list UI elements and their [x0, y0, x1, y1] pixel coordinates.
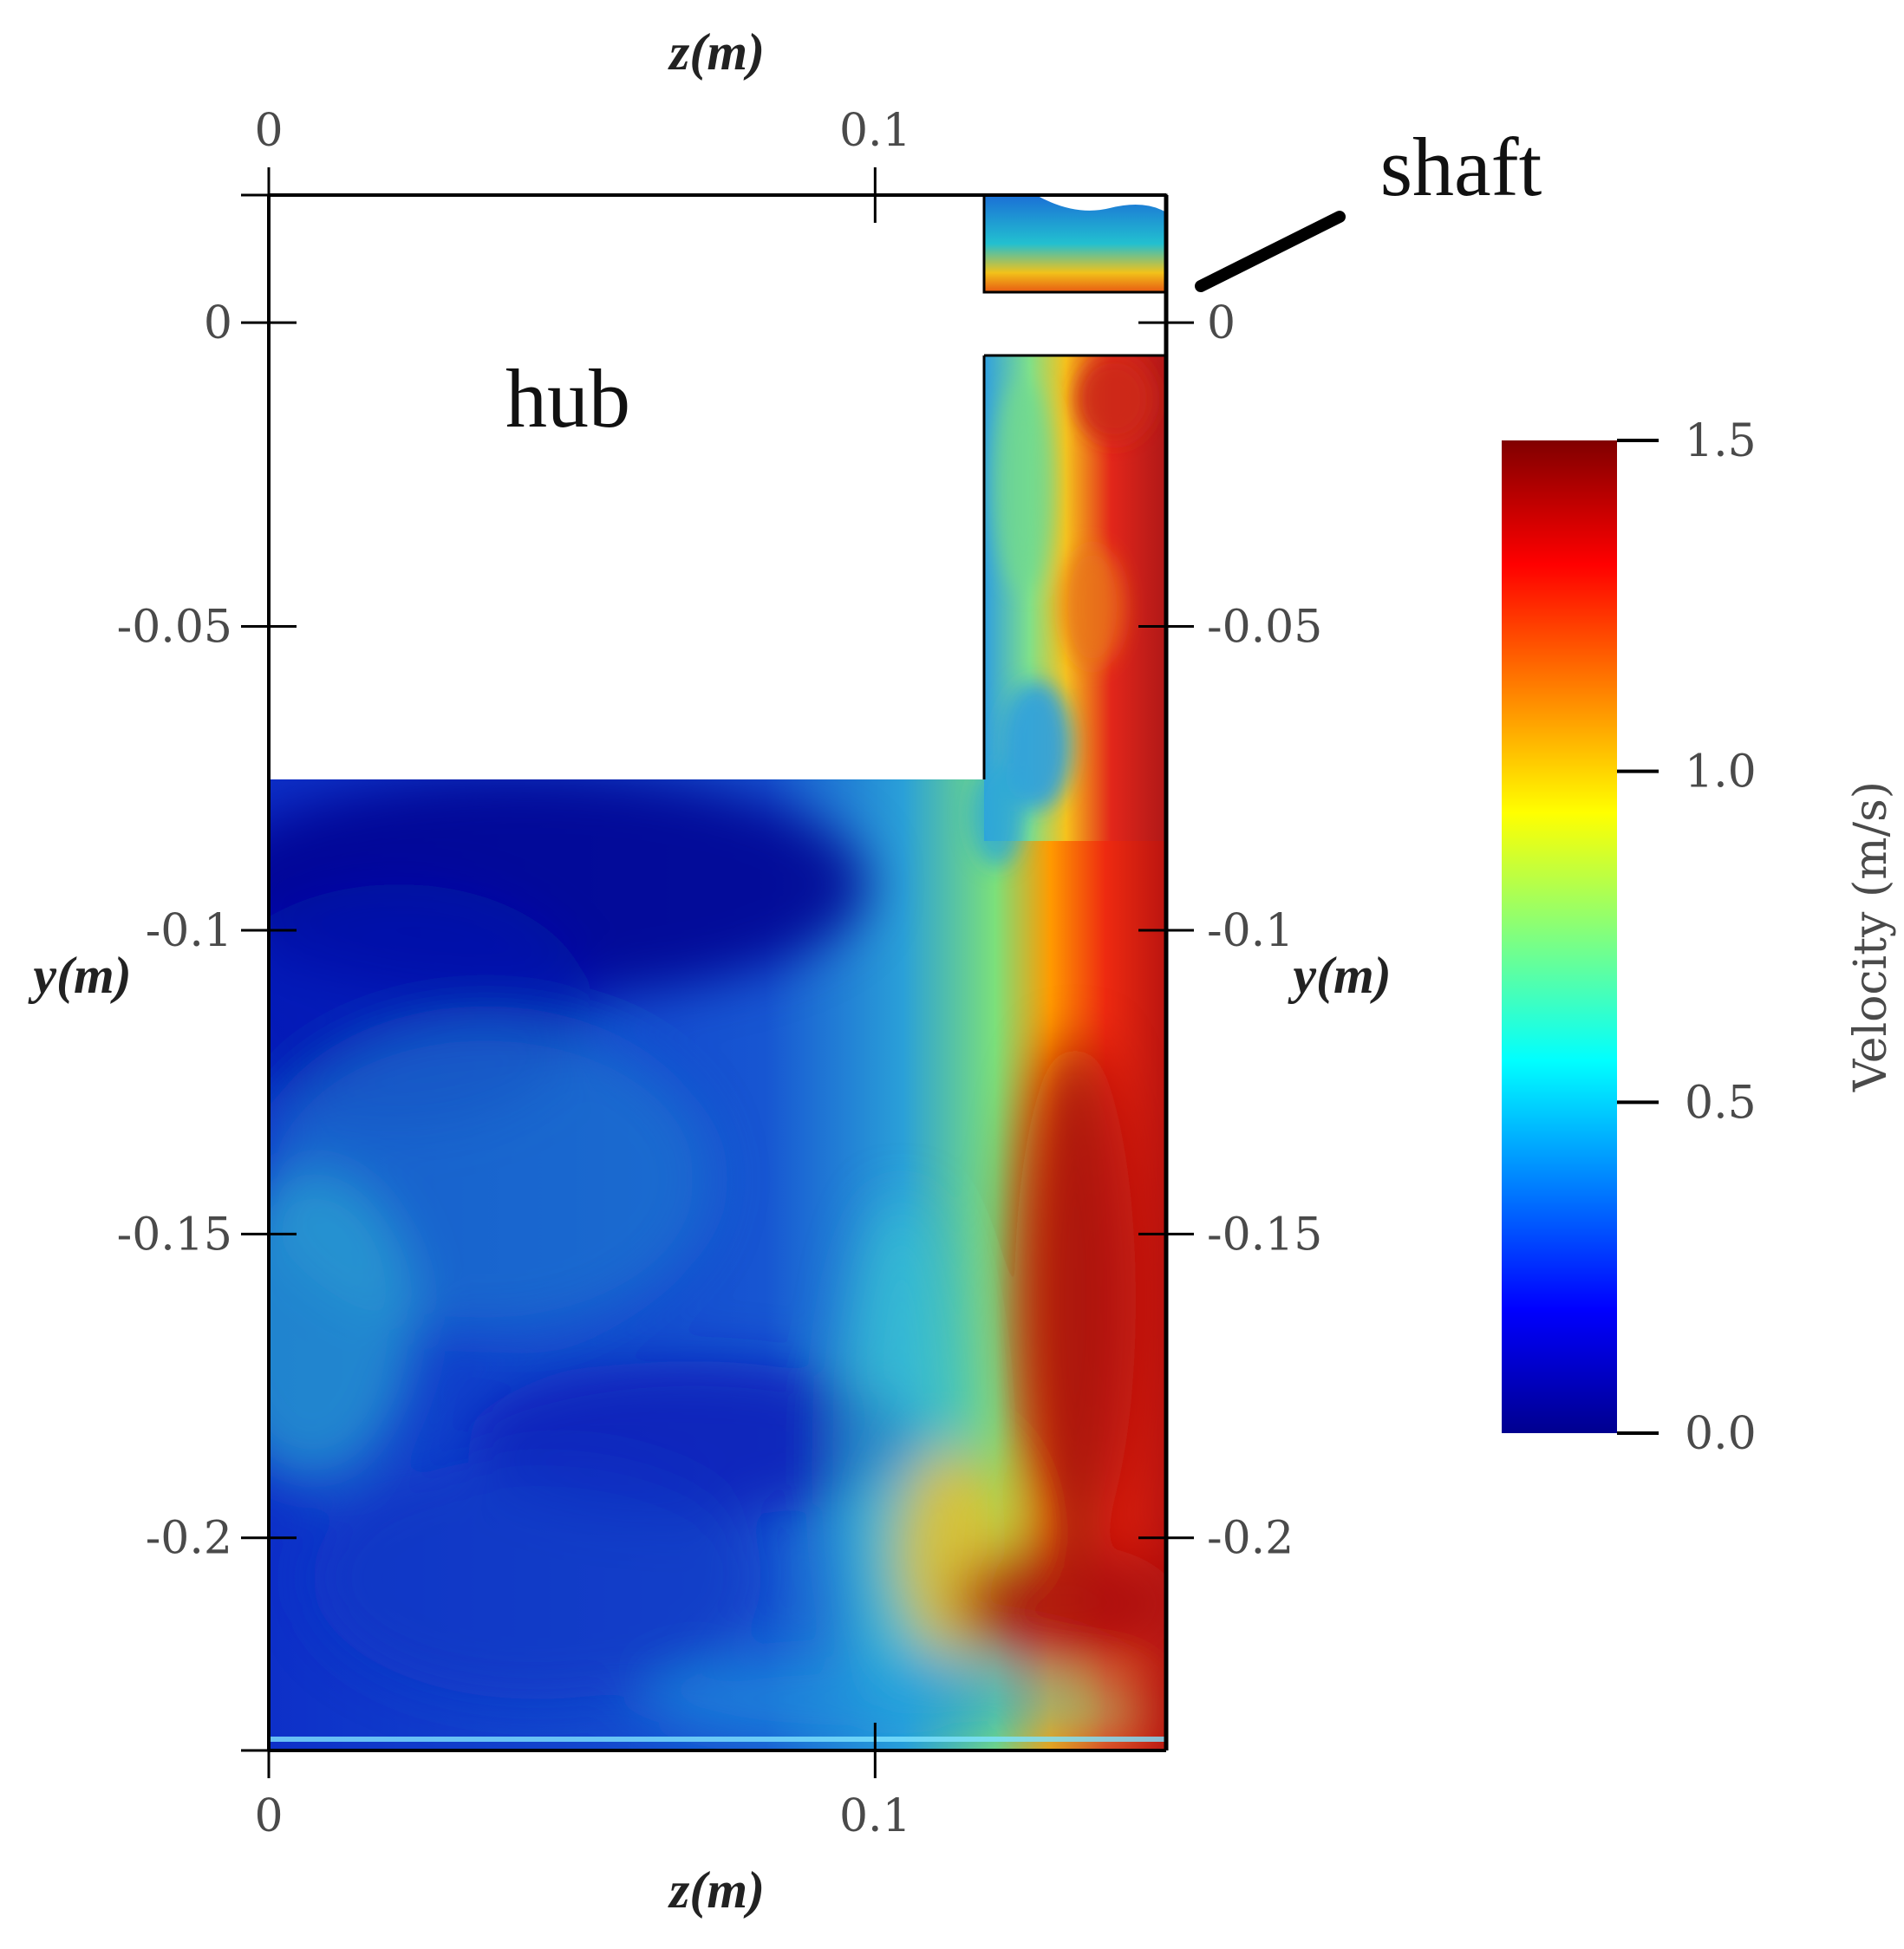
- y-tick-label-left-2: -0.1: [146, 905, 232, 957]
- x-tick-label-bottom-0: 0: [254, 1790, 283, 1842]
- x-axis-title-top: z(m): [668, 23, 765, 81]
- colorbar-ticks: 0.0 0.5 1.0 1.5: [1617, 415, 1757, 1460]
- x-axis-title-bottom: z(m): [668, 1861, 765, 1919]
- y-axis-title-right: y(m): [1288, 947, 1391, 1004]
- y-tick-label-right-4: -0.2: [1207, 1513, 1294, 1565]
- shaft-gap-field: [984, 195, 1166, 292]
- y-tick-label-left-0: 0: [204, 297, 232, 349]
- colorbar-tick-label-2: 1.0: [1685, 746, 1757, 799]
- y-tick-label-left-3: -0.15: [117, 1209, 232, 1261]
- y-tick-label-right-1: -0.05: [1207, 602, 1322, 654]
- colorbar-gradient: [1502, 440, 1617, 1433]
- x-tick-label-bottom-1: 0.1: [839, 1790, 911, 1842]
- axes: 0 0 0.1 0.1 0 0 -0.05 -0.05 -0.1 -0.1 -0.15 -0.15 -0…: [117, 105, 1323, 1842]
- y-tick-label-left-4: -0.2: [146, 1513, 232, 1565]
- y-axis-title-left: y(m): [28, 947, 131, 1004]
- colorbar-title: Velocity (m/s): [1845, 781, 1897, 1092]
- x-tick-label-top-0: 0: [254, 105, 283, 157]
- hub-label: hub: [505, 352, 630, 445]
- colorbar-tick-label-1: 0.5: [1685, 1077, 1757, 1129]
- domain-outline: [267, 193, 1169, 1752]
- y-tick-label-left-1: -0.05: [117, 602, 232, 654]
- x-tick-label-top-1: 0.1: [839, 105, 911, 157]
- y-tick-label-right-2: -0.1: [1207, 905, 1294, 957]
- velocity-field: [269, 355, 1166, 1750]
- y-tick-label-right-0: 0: [1207, 297, 1236, 349]
- colorbar-tick-label-3: 1.5: [1685, 415, 1757, 467]
- y-tick-label-right-3: -0.15: [1207, 1209, 1322, 1261]
- shaft-label: shaft: [1380, 121, 1542, 213]
- shaft-pointer-line: [1195, 211, 1346, 292]
- colorbar-tick-label-0: 0.0: [1685, 1408, 1757, 1460]
- colorbar: 0.0 0.5 1.0 1.5 Velocity (m/s): [1502, 415, 1897, 1460]
